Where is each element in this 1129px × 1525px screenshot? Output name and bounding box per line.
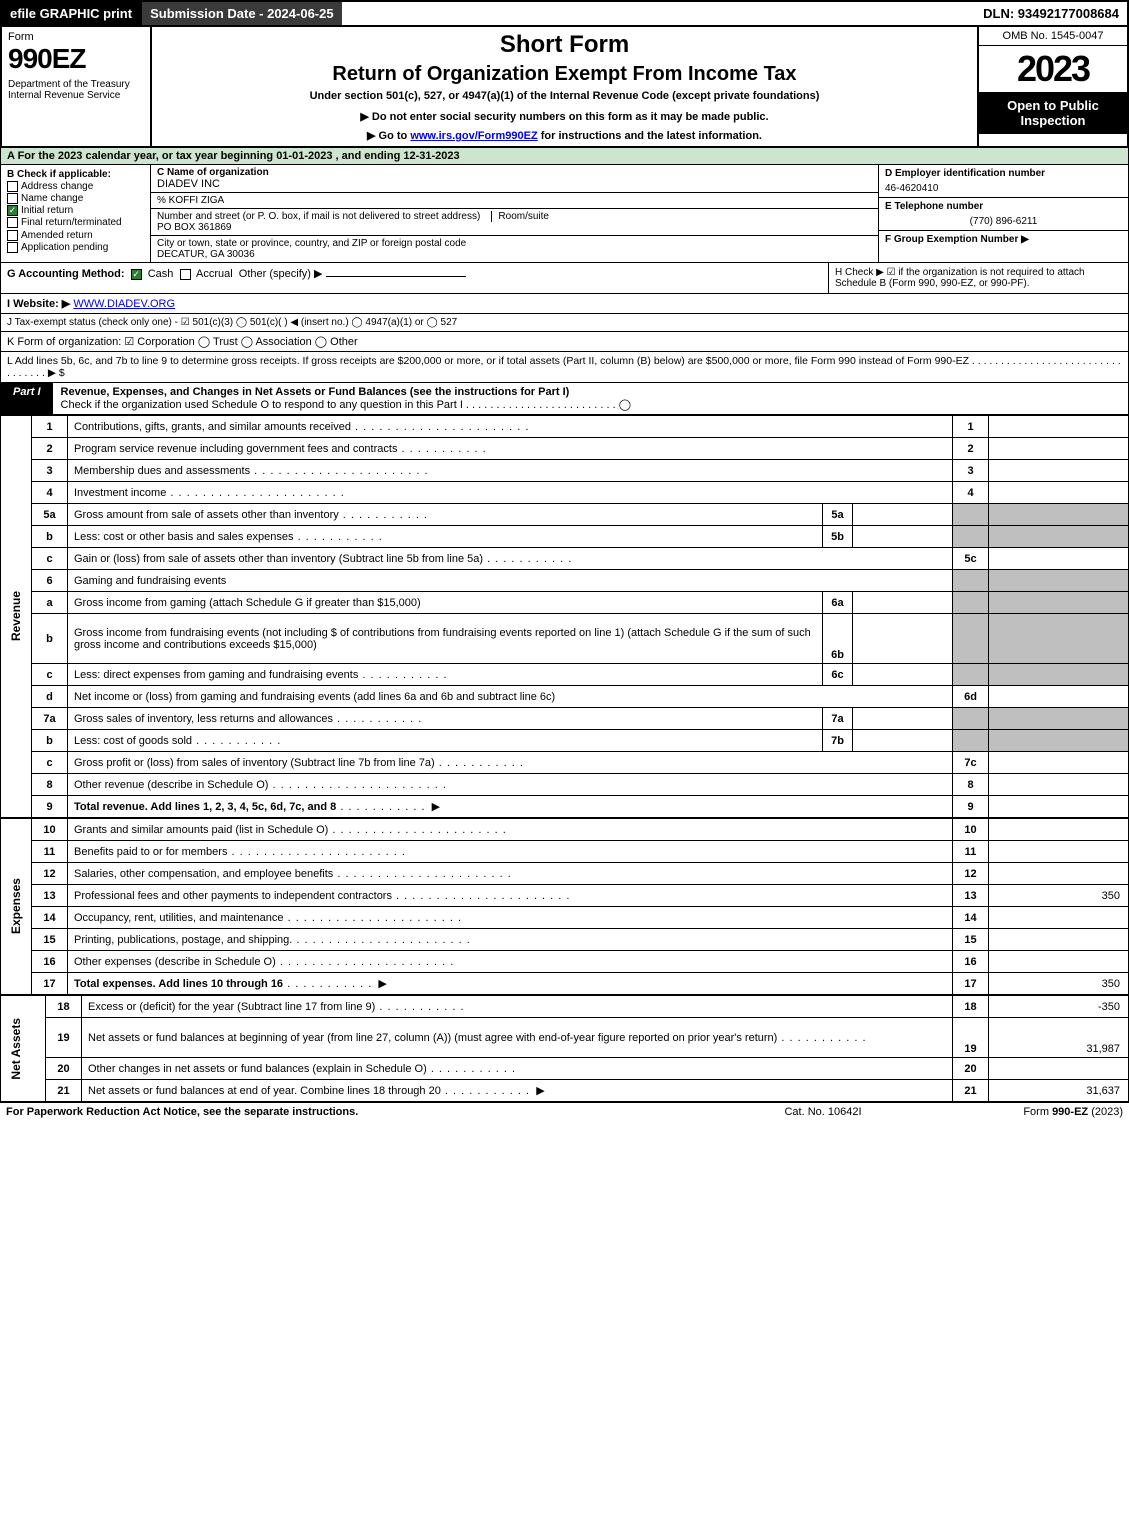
- top-bar: efile GRAPHIC print Submission Date - 20…: [0, 0, 1129, 27]
- line-21-val: 31,637: [989, 1080, 1129, 1102]
- line-1-rn: 1: [953, 416, 989, 438]
- section-b-label: B Check if applicable:: [7, 169, 111, 180]
- open-to-public: Open to Public Inspection: [979, 92, 1127, 134]
- group-exemption-label: F Group Exemption Number ▶: [885, 234, 1029, 245]
- org-name: DIADEV INC: [157, 178, 872, 190]
- section-h: H Check ▶ ☑ if the organization is not r…: [828, 263, 1128, 293]
- line-18-val: -350: [989, 996, 1129, 1018]
- street-label: Number and street (or P. O. box, if mail…: [157, 211, 480, 222]
- chk-address-change[interactable]: Address change: [7, 181, 144, 192]
- short-form-title: Short Form: [156, 31, 973, 59]
- g-label: G Accounting Method:: [7, 268, 125, 280]
- part-1-header: Part I Revenue, Expenses, and Changes in…: [0, 383, 1129, 415]
- goto-line: ▶ Go to www.irs.gov/Form990EZ for instru…: [156, 129, 973, 142]
- department-label: Department of the Treasury Internal Reve…: [8, 79, 144, 101]
- chk-final-return[interactable]: Final return/terminated: [7, 217, 144, 228]
- chk-name-change[interactable]: Name change: [7, 193, 144, 204]
- line-1-num: 1: [32, 416, 68, 438]
- section-c: C Name of organization DIADEV INC % KOFF…: [151, 165, 878, 262]
- chk-accrual[interactable]: [180, 269, 191, 280]
- header-center: Short Form Return of Organization Exempt…: [152, 27, 977, 146]
- return-title: Return of Organization Exempt From Incom…: [156, 63, 973, 86]
- row-b-c-d: B Check if applicable: Address change Na…: [0, 165, 1129, 263]
- website-link[interactable]: WWW.DIADEV.ORG: [73, 298, 175, 310]
- revenue-table: Revenue 1 Contributions, gifts, grants, …: [0, 415, 1129, 818]
- chk-amended-return[interactable]: Amended return: [7, 230, 144, 241]
- website-label: I Website: ▶: [7, 298, 70, 310]
- line-13-val: 350: [989, 885, 1129, 907]
- part-1-title: Revenue, Expenses, and Changes in Net As…: [53, 383, 1128, 414]
- ein-label: D Employer identification number: [885, 168, 1045, 179]
- form-header: Form 990EZ Department of the Treasury In…: [0, 27, 1129, 148]
- dln-label: DLN: 93492177008684: [975, 2, 1127, 25]
- goto-prefix: ▶ Go to: [367, 130, 410, 142]
- footer-right: Form 990-EZ (2023): [923, 1106, 1123, 1118]
- footer-left: For Paperwork Reduction Act Notice, see …: [6, 1106, 723, 1118]
- omb-number: OMB No. 1545-0047: [979, 27, 1127, 46]
- room-label: Room/suite: [491, 211, 549, 222]
- section-a: A For the 2023 calendar year, or tax yea…: [0, 148, 1129, 165]
- chk-application-pending[interactable]: Application pending: [7, 242, 144, 253]
- footer-center: Cat. No. 10642I: [723, 1106, 923, 1118]
- section-k: K Form of organization: ☑ Corporation ◯ …: [0, 332, 1129, 352]
- section-a-text: A For the 2023 calendar year, or tax yea…: [7, 150, 460, 162]
- city-label: City or town, state or province, country…: [157, 238, 872, 249]
- header-right: OMB No. 1545-0047 2023 Open to Public In…: [977, 27, 1127, 146]
- section-d-e-f: D Employer identification number 46-4620…: [878, 165, 1128, 262]
- row-g-h: G Accounting Method: ✓ Cash Accrual Othe…: [0, 263, 1129, 294]
- page-footer: For Paperwork Reduction Act Notice, see …: [0, 1102, 1129, 1121]
- efile-label[interactable]: efile GRAPHIC print: [2, 2, 140, 25]
- chk-cash[interactable]: ✓: [131, 269, 142, 280]
- revenue-side-label: Revenue: [7, 587, 25, 645]
- phone-label: E Telephone number: [885, 201, 983, 212]
- submission-date: Submission Date - 2024-06-25: [140, 2, 342, 25]
- form-word: Form: [8, 31, 144, 43]
- tax-year: 2023: [979, 46, 1127, 92]
- section-l: L Add lines 5b, 6c, and 7b to line 9 to …: [0, 352, 1129, 383]
- section-j: J Tax-exempt status (check only one) - ☑…: [0, 314, 1129, 332]
- net-assets-table: Net Assets 18 Excess or (deficit) for th…: [0, 995, 1129, 1102]
- street-value: PO BOX 361869: [157, 222, 872, 233]
- section-b: B Check if applicable: Address change Na…: [1, 165, 151, 262]
- line-17-val: 350: [989, 973, 1129, 995]
- phone-value: (770) 896-6211: [885, 216, 1122, 227]
- under-section: Under section 501(c), 527, or 4947(a)(1)…: [156, 90, 973, 102]
- part-1-check: Check if the organization used Schedule …: [61, 399, 632, 411]
- expenses-side-label: Expenses: [7, 874, 25, 938]
- section-g: G Accounting Method: ✓ Cash Accrual Othe…: [1, 263, 828, 293]
- ein-value: 46-4620410: [885, 183, 1122, 194]
- care-of: % KOFFI ZIGA: [151, 193, 878, 209]
- goto-suffix: for instructions and the latest informat…: [538, 130, 762, 142]
- part-1-tab: Part I: [1, 383, 53, 414]
- net-assets-side-label: Net Assets: [7, 1014, 25, 1084]
- chk-initial-return[interactable]: ✓Initial return: [7, 205, 144, 216]
- section-i: I Website: ▶ WWW.DIADEV.ORG: [0, 294, 1129, 314]
- line-19-val: 31,987: [989, 1018, 1129, 1058]
- do-not-enter: ▶ Do not enter social security numbers o…: [156, 110, 973, 123]
- form-number: 990EZ: [8, 43, 144, 75]
- c-name-label: C Name of organization: [157, 167, 269, 178]
- expenses-table: Expenses 10 Grants and similar amounts p…: [0, 818, 1129, 995]
- header-left: Form 990EZ Department of the Treasury In…: [2, 27, 152, 146]
- line-1-desc: Contributions, gifts, grants, and simila…: [74, 421, 529, 433]
- city-value: DECATUR, GA 30036: [157, 249, 872, 260]
- goto-link[interactable]: www.irs.gov/Form990EZ: [410, 130, 537, 142]
- line-1-val: [989, 416, 1129, 438]
